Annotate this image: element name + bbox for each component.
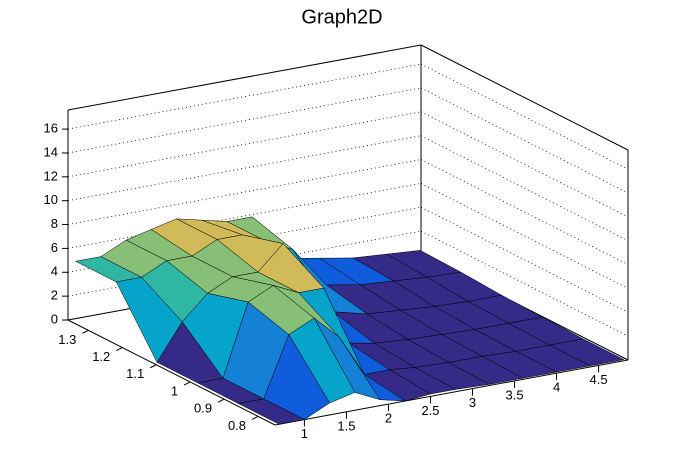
z-tick-label: 14: [44, 144, 58, 159]
grid-line: [420, 135, 629, 242]
grid-line: [420, 111, 629, 218]
grid-line: [420, 87, 629, 194]
y-tick-label: 1.1: [126, 366, 144, 381]
y-tick-label: 0.8: [228, 418, 246, 433]
surface-cell: [237, 398, 306, 425]
grid-line: [420, 159, 629, 265]
x-tick-label: 3.5: [505, 387, 523, 402]
x-tick-label: 1: [301, 426, 308, 441]
box-edge: [274, 359, 629, 426]
z-tick-label: 0: [51, 311, 58, 326]
z-tick-label: 10: [44, 192, 58, 207]
x-tick-label: 1.5: [337, 418, 355, 433]
y-tick: [150, 364, 157, 369]
z-tick-label: 12: [44, 168, 58, 183]
grid-line: [420, 230, 629, 337]
x-tick-label: 4: [553, 380, 560, 395]
grid-line: [420, 183, 629, 289]
box-edge: [67, 319, 276, 426]
x-tick-label: 2: [385, 411, 392, 426]
y-tick: [82, 329, 89, 334]
y-tick: [183, 381, 191, 386]
y-tick: [217, 398, 225, 403]
y-tick-label: 0.9: [194, 401, 212, 416]
grid-line: [420, 63, 629, 170]
box-edge: [420, 44, 629, 151]
y-tick-label: 1.3: [58, 332, 76, 347]
box-edge: [67, 44, 422, 111]
y-tick: [116, 347, 123, 351]
x-tick-label: 2.5: [421, 403, 439, 418]
z-tick-label: 4: [51, 264, 58, 279]
z-tick-label: 8: [51, 216, 58, 231]
z-tick-label: 16: [44, 121, 58, 136]
chart-title: Graph2D: [301, 6, 382, 28]
y-tick: [251, 415, 259, 420]
y-tick-label: 1.2: [92, 349, 110, 364]
z-tick-label: 2: [51, 288, 58, 303]
x-tick-label: 3: [469, 395, 476, 410]
y-tick-label: 1: [171, 383, 178, 398]
z-tick-label: 6: [51, 240, 58, 255]
x-tick-label: 4.5: [590, 372, 608, 387]
grid-line: [420, 206, 629, 313]
